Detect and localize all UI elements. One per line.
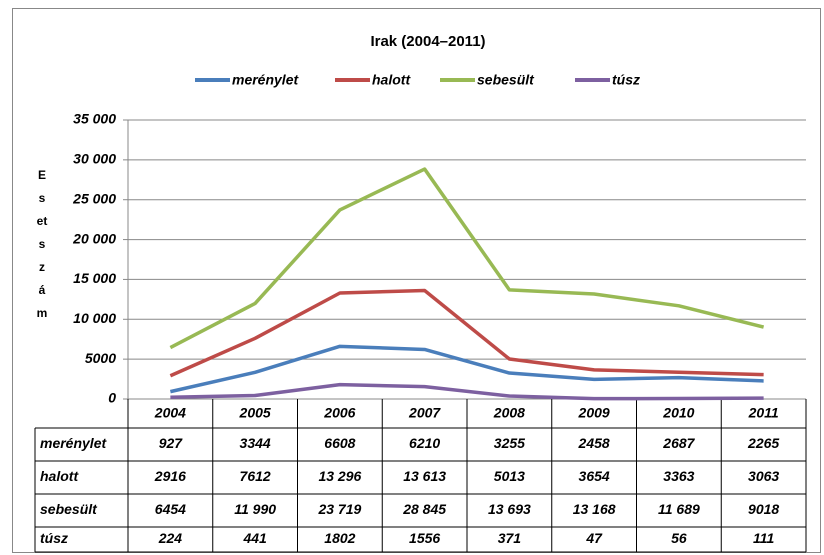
table-cell: 111	[753, 530, 774, 546]
y-tick-label: 35 000	[73, 111, 116, 127]
x-tick-label: 2011	[748, 405, 779, 421]
table-cell: 13 613	[403, 468, 446, 484]
table-cell: 13 296	[318, 468, 361, 484]
table-cell: 441	[242, 530, 267, 546]
legend-label: halott	[372, 72, 411, 88]
y-tick-label: 30 000	[73, 151, 116, 167]
chart-title: Irak (2004–2011)	[370, 33, 485, 50]
table-cell: 5013	[494, 468, 525, 484]
x-tick-label: 2009	[578, 405, 610, 421]
table-cell: 2687	[662, 435, 695, 451]
x-tick-label: 2007	[408, 405, 441, 421]
legend-label: sebesült	[477, 72, 535, 88]
table-cell: 224	[158, 530, 183, 546]
table-cell: 927	[159, 435, 184, 451]
table-cell: 371	[498, 530, 522, 546]
table-cell: 11 689	[658, 501, 700, 517]
y-tick-label: 5000	[85, 350, 116, 366]
series-line	[170, 382, 764, 401]
table-cell: 2916	[154, 468, 186, 484]
table-cell: 2458	[578, 435, 610, 451]
table-row-label: túsz	[40, 530, 68, 546]
y-tick-label: 10 000	[73, 310, 116, 326]
x-tick-label: 2010	[662, 405, 694, 421]
table-cell: 28 845	[402, 501, 446, 517]
table-cell: 47	[585, 530, 603, 546]
table-cell: 1802	[324, 530, 355, 546]
y-axis-label: Esetszám	[36, 168, 48, 320]
table-cell: 13 168	[573, 501, 616, 517]
y-tick-label: 20 000	[72, 230, 116, 246]
table-cell: 56	[671, 530, 687, 546]
table-cell: 3363	[663, 468, 694, 484]
legend-label: túsz	[612, 72, 640, 88]
y-tick-label: 25 000	[72, 190, 116, 206]
series-line	[169, 167, 765, 350]
table-row-label: sebesült	[40, 501, 98, 517]
x-tick-label: 2004	[154, 405, 186, 421]
table-cell: 2265	[747, 435, 779, 451]
table-cell: 6608	[324, 435, 355, 451]
x-tick-label: 2005	[239, 405, 271, 421]
series-line	[169, 344, 764, 394]
table-cell: 13 693	[488, 501, 531, 517]
table-cell: 3063	[748, 468, 779, 484]
table-row-label: halott	[40, 468, 79, 484]
table-cell: 3344	[240, 435, 271, 451]
table-cell: 1556	[409, 530, 440, 546]
table-cell: 6210	[409, 435, 440, 451]
table-cell: 3654	[579, 468, 610, 484]
y-tick-label: 0	[108, 390, 116, 406]
table-row-label: merénylet	[40, 435, 107, 451]
table-cell: 11 990	[234, 501, 276, 517]
table-cell: 3255	[494, 435, 525, 451]
legend-label: merénylet	[232, 72, 299, 88]
table-cell: 6454	[155, 501, 186, 517]
x-tick-label: 2006	[323, 405, 355, 421]
y-tick-label: 15 000	[73, 270, 116, 286]
x-tick-label: 2008	[493, 405, 525, 421]
table-cell: 23 719	[317, 501, 361, 517]
series-line	[169, 288, 764, 378]
table-cell: 7612	[240, 468, 271, 484]
table-cell: 9018	[748, 501, 779, 517]
